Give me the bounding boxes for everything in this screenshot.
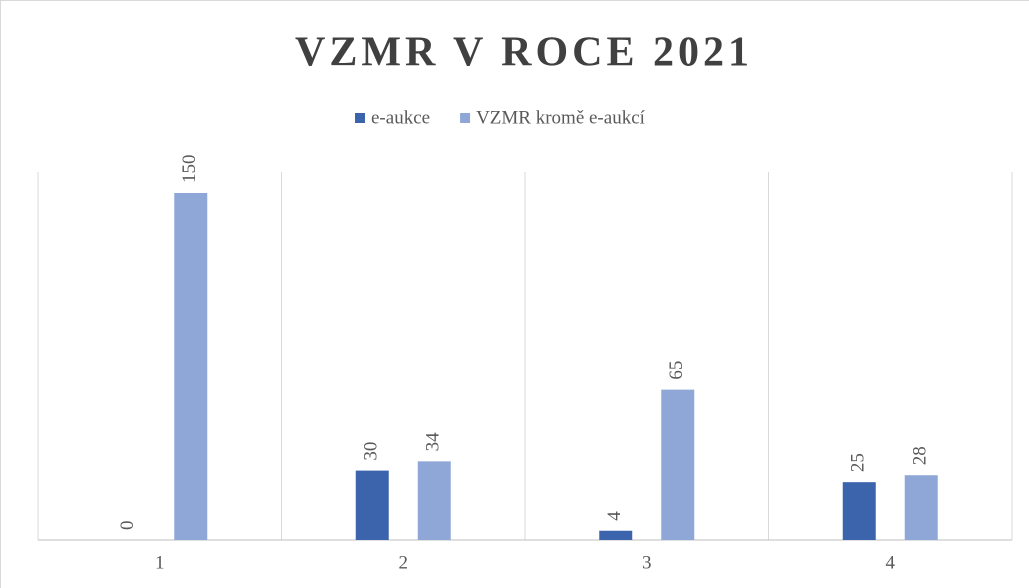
data-label: 65 xyxy=(666,361,687,380)
data-label: 34 xyxy=(423,432,444,452)
bar xyxy=(661,389,695,540)
legend-swatch xyxy=(460,113,471,123)
legend-swatch xyxy=(355,113,365,123)
bar xyxy=(599,530,633,540)
data-label: 28 xyxy=(910,446,931,465)
x-tick-label: 2 xyxy=(399,552,409,573)
data-label: 30 xyxy=(361,442,382,461)
data-label: 0 xyxy=(117,521,138,531)
bar xyxy=(904,475,938,540)
legend-label: VZMR kromě e-aukcí xyxy=(476,107,646,128)
bar xyxy=(417,461,451,540)
x-tick-label: 1 xyxy=(155,552,165,573)
bar xyxy=(842,482,876,540)
data-label: 150 xyxy=(179,155,200,184)
chart-title: VZMR V ROCE 2021 xyxy=(295,30,753,76)
x-tick-label: 4 xyxy=(886,552,896,573)
legend-label: e-aukce xyxy=(371,107,430,128)
bar xyxy=(355,470,389,540)
data-label: 4 xyxy=(604,511,625,521)
x-tick-label: 3 xyxy=(642,552,652,573)
bar xyxy=(174,193,208,540)
data-label: 25 xyxy=(848,453,869,472)
